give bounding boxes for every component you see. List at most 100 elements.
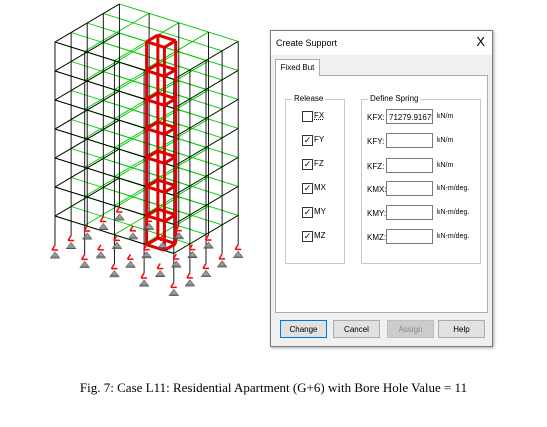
support-base [169, 288, 179, 295]
support-spring [204, 234, 210, 241]
tab-panel: Release Define Spring FX ✓ FY ✓ FZ ✓ MX … [275, 75, 488, 313]
support-base [112, 241, 122, 248]
core-beam [157, 62, 177, 72]
support-spring [110, 263, 116, 270]
dialog-titlebar: Create Support X [271, 31, 492, 55]
core-beam [145, 207, 159, 217]
cancel-button[interactable]: Cancel [333, 320, 380, 338]
tab-fixed-but[interactable]: Fixed But [275, 59, 320, 76]
kfz-label: KFZ: [367, 162, 385, 171]
kmx-input[interactable] [386, 181, 433, 196]
core-beam [163, 97, 177, 107]
support-spring [129, 225, 134, 232]
core-beam [146, 156, 165, 165]
support-base [50, 251, 60, 258]
kfy-input[interactable] [386, 133, 433, 148]
support-spring [202, 263, 207, 269]
kfx-input[interactable]: 71279.916753 [386, 109, 433, 124]
support-spring [140, 272, 145, 279]
release-fx-checkbox[interactable] [302, 111, 313, 122]
core-beam [163, 126, 177, 136]
kfz-input[interactable] [386, 158, 433, 173]
release-fy-checkbox[interactable]: ✓ [302, 135, 313, 146]
support-spring [51, 244, 56, 251]
core-beam [145, 236, 159, 246]
kmx-label: KMX: [367, 185, 387, 194]
close-icon[interactable]: X [476, 34, 485, 49]
kmz-label: KMZ: [367, 233, 387, 242]
core-beam [163, 68, 177, 78]
core-beam [146, 185, 165, 194]
define-spring-group-label: Define Spring [368, 94, 421, 103]
define-spring-group: Define Spring [361, 94, 481, 264]
core-beam [163, 213, 177, 223]
release-fz-label: FZ [314, 159, 324, 168]
support-base [109, 270, 120, 276]
support-spring [175, 225, 180, 232]
support-base [139, 279, 149, 286]
core-beam [163, 184, 177, 194]
support-spring [188, 244, 194, 250]
support-spring [234, 244, 239, 250]
support-spring [81, 253, 86, 260]
kmz-input[interactable] [386, 229, 433, 244]
core-beam [145, 91, 159, 101]
support-base [217, 260, 227, 267]
release-fy-label: FY [314, 135, 325, 144]
support-base [203, 241, 214, 248]
support-spring [113, 234, 118, 241]
kmy-input[interactable] [386, 205, 433, 220]
support-base [171, 260, 181, 267]
support-spring [142, 244, 148, 251]
core-beam [157, 120, 177, 130]
core-beam [157, 33, 177, 43]
core-beam [157, 91, 177, 101]
core-beam [157, 178, 177, 188]
release-fx-label: FX [314, 111, 325, 120]
release-group: Release [285, 94, 345, 264]
core-beam [157, 207, 177, 217]
support-spring [97, 244, 102, 251]
dialog-title: Create Support [276, 38, 338, 48]
support-base [98, 223, 108, 229]
support-base [155, 270, 165, 276]
core-beam [146, 127, 165, 136]
support-spring [115, 206, 121, 213]
release-mx-checkbox[interactable]: ✓ [302, 183, 313, 194]
support-base [187, 251, 198, 257]
support-spring [126, 253, 132, 260]
release-mz-checkbox[interactable]: ✓ [302, 231, 313, 242]
support-base [141, 251, 152, 257]
support-spring [156, 263, 161, 269]
core-beam [145, 149, 159, 159]
support-spring [99, 216, 104, 222]
figure-caption: Fig. 7: Case L11: Residential Apartment … [79, 380, 468, 395]
core-beam [146, 40, 165, 49]
support-base [82, 232, 92, 239]
support-base [125, 260, 136, 267]
kmy-label: KMY: [367, 209, 387, 218]
support-spring [83, 225, 88, 232]
core-beam [163, 242, 177, 252]
release-fz-checkbox[interactable]: ✓ [302, 159, 313, 170]
release-mx-label: MX [314, 183, 326, 192]
support-spring [186, 272, 191, 279]
help-button[interactable]: Help [438, 320, 485, 338]
core-beam [146, 69, 165, 78]
assign-button[interactable]: Assign [387, 320, 434, 338]
release-group-label: Release [292, 94, 326, 103]
support-spring [159, 234, 164, 241]
kfx-label: KFX: [367, 113, 385, 122]
slab-beam-z [84, 12, 150, 52]
release-my-checkbox[interactable]: ✓ [302, 207, 313, 218]
core-beam [145, 62, 159, 72]
create-support-dialog: Create Support X Fixed But Release Defin… [270, 30, 493, 347]
support-spring [218, 253, 223, 260]
kmz-unit: kN-m/deg. [437, 233, 470, 240]
support-spring [170, 282, 175, 288]
change-button[interactable]: Change [280, 320, 327, 338]
support-base [144, 222, 154, 229]
support-base [66, 242, 76, 248]
structure-3d-model [50, 3, 244, 296]
core-beam [163, 155, 177, 165]
